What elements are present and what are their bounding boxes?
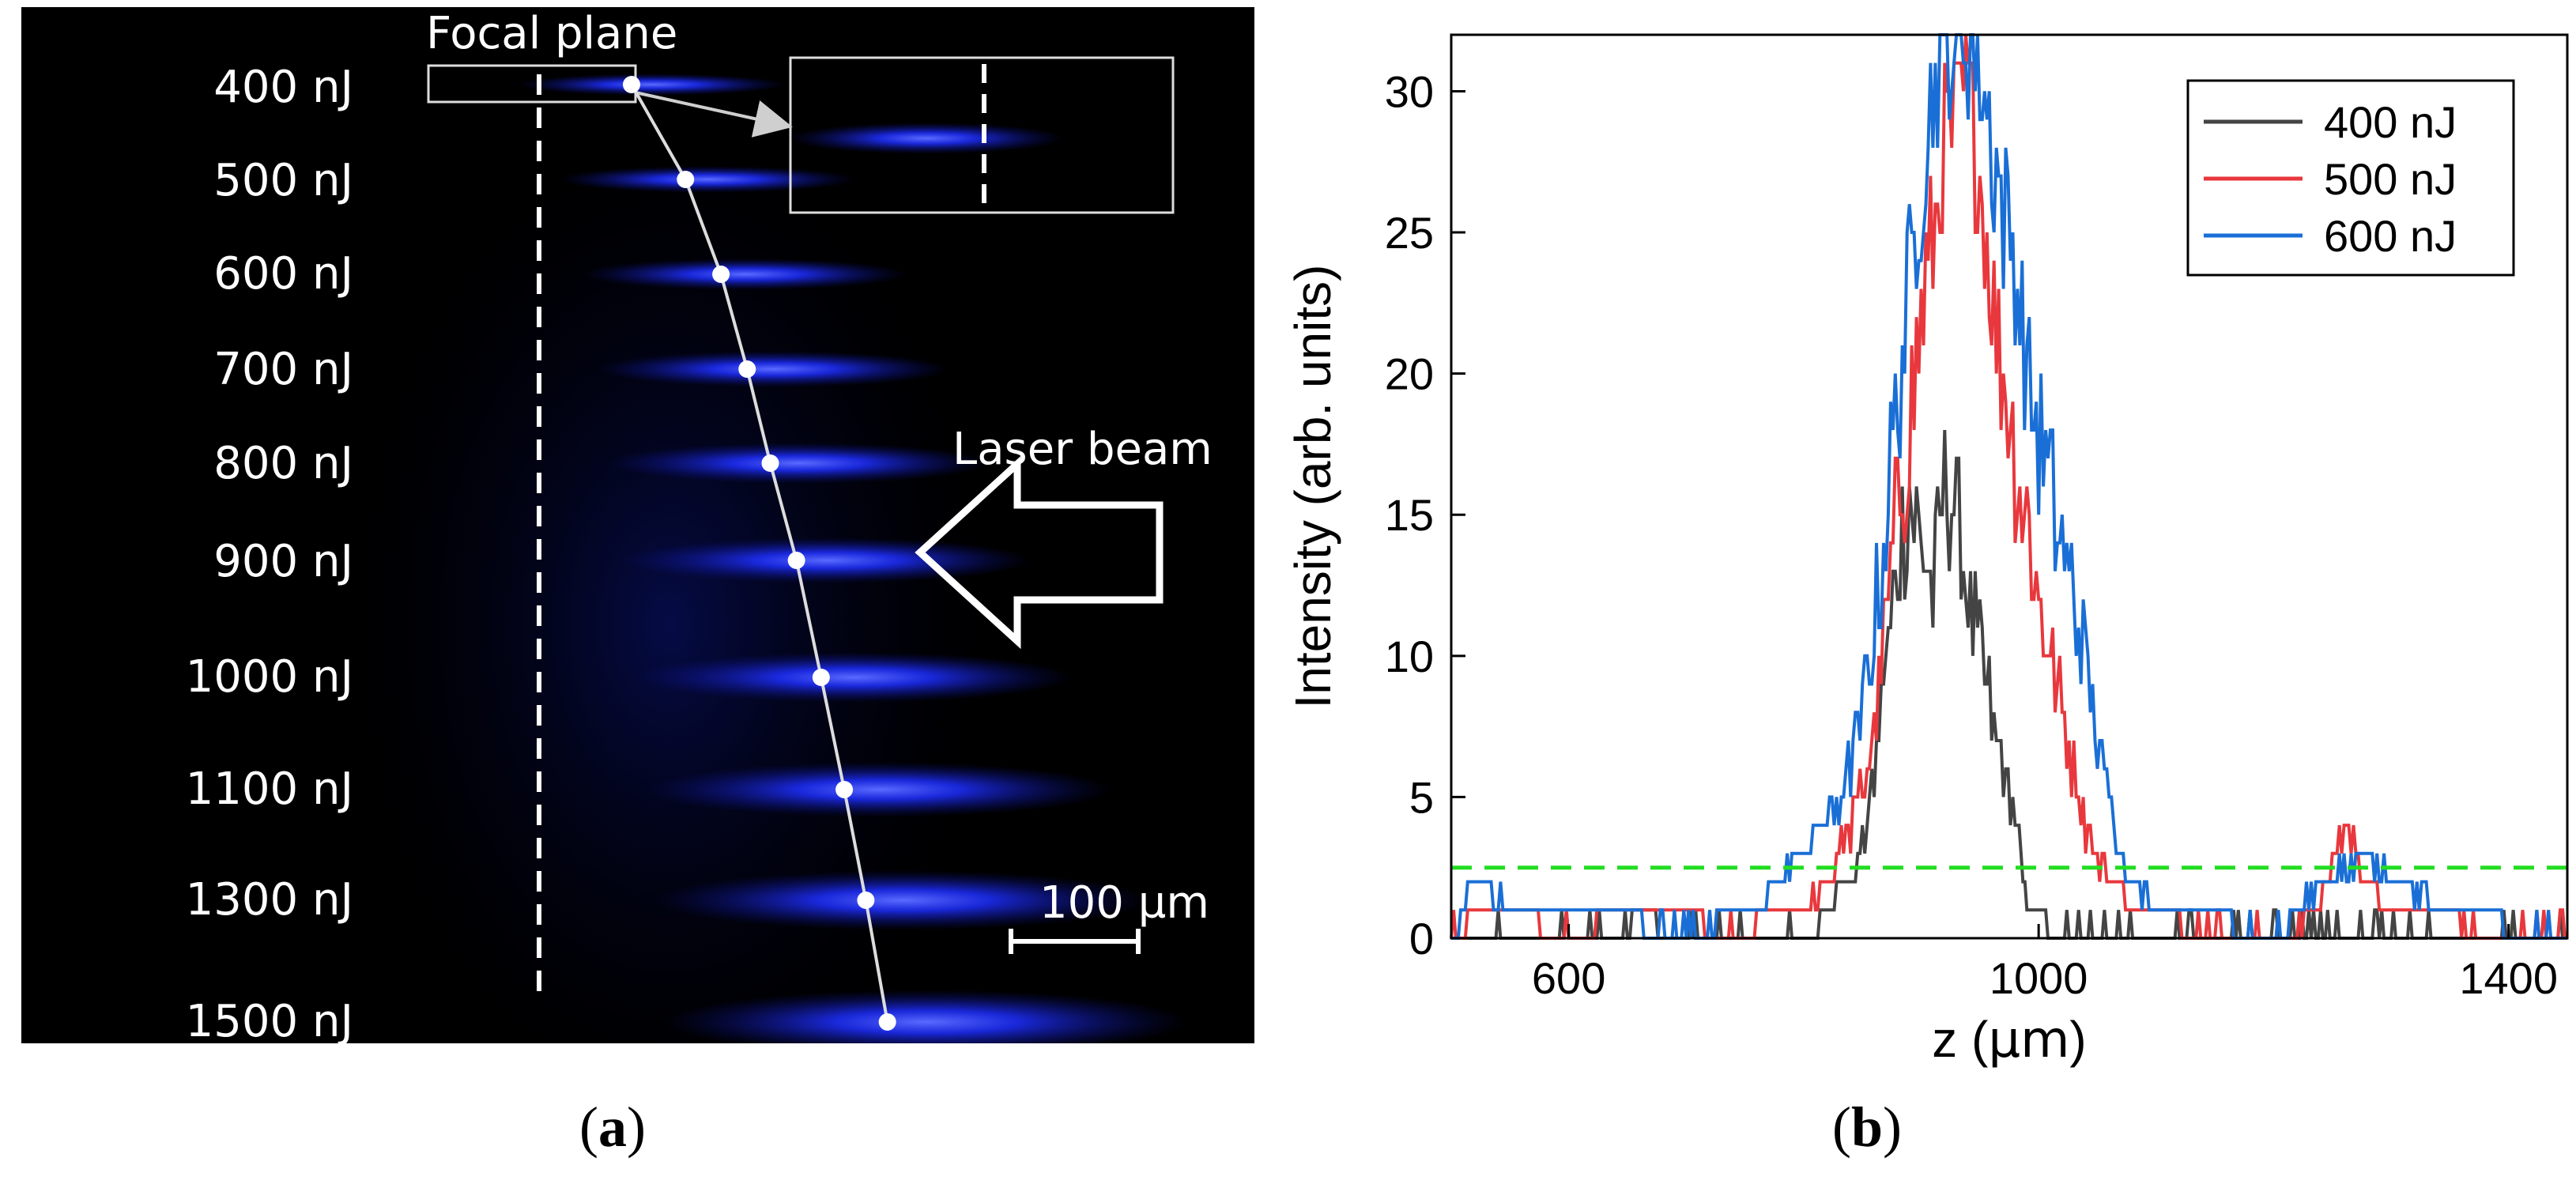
filament-start-dot xyxy=(623,76,640,93)
filament-start-dot xyxy=(812,669,830,686)
filament-track xyxy=(664,990,1190,1043)
filament-start-dot xyxy=(878,1013,896,1031)
energy-label: 1500 nJ xyxy=(185,996,353,1044)
legend-label: 500 nJ xyxy=(2324,154,2457,204)
laser-beam-label: Laser beam xyxy=(952,424,1213,475)
x-axis-label: z (µm) xyxy=(1932,1011,2086,1069)
filament-start-dot xyxy=(738,360,756,378)
energy-label: 600 nJ xyxy=(213,248,353,300)
filament-track xyxy=(621,537,1033,583)
x-tick-label: 1400 xyxy=(2459,953,2558,1003)
y-axis-label: Intensity (arb. units) xyxy=(1284,265,1341,709)
y-tick-label: 25 xyxy=(1385,208,1434,258)
filament-track xyxy=(596,351,951,387)
inset-track xyxy=(788,123,1065,154)
energy-label: 1100 nJ xyxy=(185,764,353,815)
filament-tracks xyxy=(517,74,1190,1043)
filament-image xyxy=(338,56,1190,1043)
y-tick-label: 10 xyxy=(1385,632,1434,681)
energy-label: 900 nJ xyxy=(213,536,353,587)
x-tick-label: 600 xyxy=(1532,953,1605,1003)
focal-plane-label: Focal plane xyxy=(426,8,678,59)
filament-track xyxy=(559,166,857,193)
filament-start-line xyxy=(630,84,889,1023)
y-tick-label: 0 xyxy=(1409,914,1434,963)
filament-track xyxy=(583,258,908,290)
scale-bar xyxy=(1009,929,1141,954)
inset-pointer xyxy=(635,91,793,138)
intensity-chart-panel: 600 1000 1400 0 5 10 15 20 25 30 z (µm) Intensit… xyxy=(1255,0,2576,1091)
x-tick-label: 1000 xyxy=(1990,953,2088,1003)
caption-b: (b) xyxy=(1832,1095,1903,1159)
filament-start-dot xyxy=(787,552,805,569)
energy-label: 800 nJ xyxy=(213,438,353,489)
energy-label: 1300 nJ xyxy=(185,874,353,926)
filament-start-dot xyxy=(712,266,730,283)
filament-track xyxy=(517,74,786,96)
y-tick-label: 20 xyxy=(1385,349,1434,399)
legend-label: 600 nJ xyxy=(2324,211,2457,261)
filament-image-panel: 400 nJ 500 nJ 600 nJ 700 nJ 800 nJ 900 n… xyxy=(21,7,1254,1043)
filament-track xyxy=(645,762,1114,817)
filament-start-dot xyxy=(857,892,875,909)
y-tick-label: 15 xyxy=(1385,490,1434,540)
filament-track xyxy=(654,870,1152,930)
series-line-600-nj xyxy=(1451,33,2567,940)
filament-start-dot xyxy=(761,454,779,472)
filament-start-dot xyxy=(835,781,854,798)
y-tick-label: 5 xyxy=(1409,772,1434,822)
intensity-chart: 600 1000 1400 0 5 10 15 20 25 30 z (µm) Intensit… xyxy=(1284,33,2569,1069)
filament-start-dot xyxy=(677,171,695,188)
energy-label: 500 nJ xyxy=(213,155,353,206)
caption-a: (a) xyxy=(579,1095,646,1159)
plot-frame xyxy=(1450,33,2569,940)
energy-label: 700 nJ xyxy=(213,344,353,395)
legend-label: 400 nJ xyxy=(2324,97,2457,147)
filament-track xyxy=(634,652,1074,703)
laser-beam-arrow xyxy=(915,455,1164,650)
legend: 400 nJ 500 nJ 600 nJ xyxy=(2186,79,2515,277)
filament-track xyxy=(607,443,990,484)
y-tick-label: 30 xyxy=(1385,66,1434,116)
series-line-400-nj xyxy=(1451,430,2567,940)
energy-label: 400 nJ xyxy=(213,62,353,113)
scale-bar-label: 100 µm xyxy=(1039,877,1209,929)
energy-label: 1000 nJ xyxy=(185,651,353,703)
